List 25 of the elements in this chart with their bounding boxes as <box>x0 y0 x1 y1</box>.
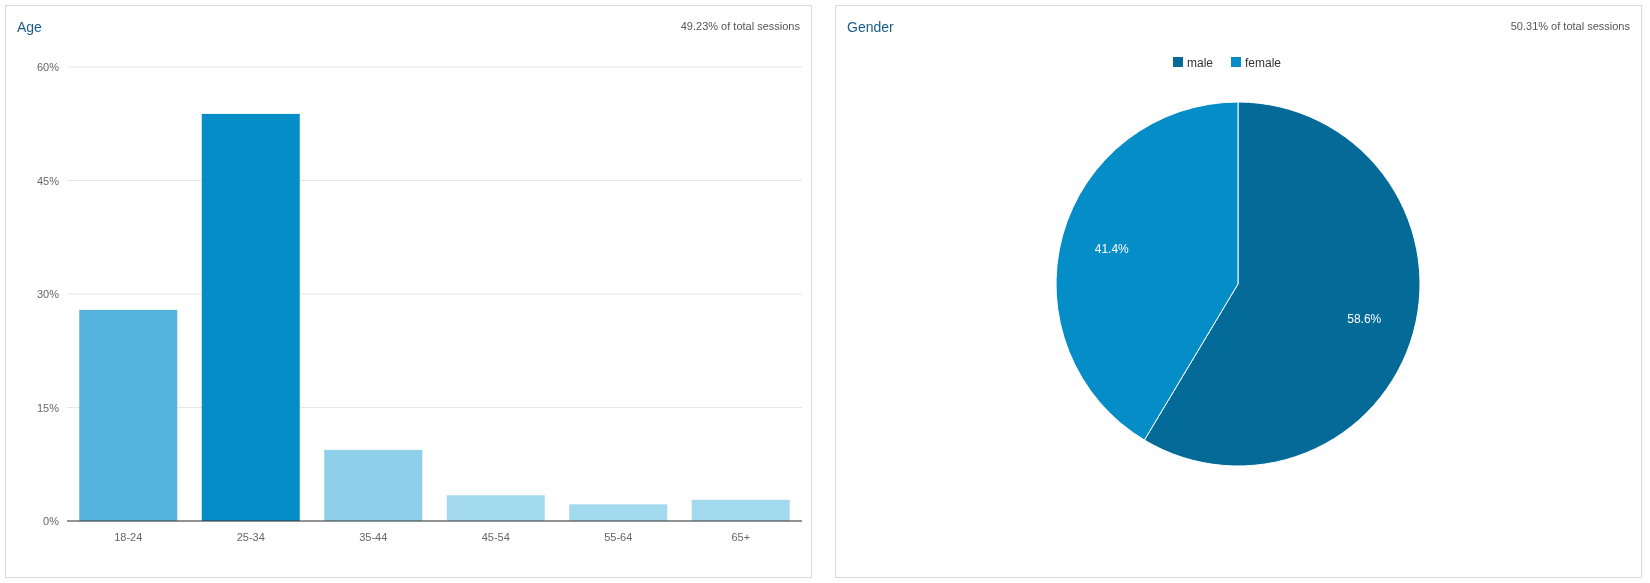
bar <box>201 113 300 521</box>
x-tick-label: 45-54 <box>481 531 510 543</box>
x-tick-label: 55-64 <box>604 531 633 543</box>
x-tick-label: 18-24 <box>114 531 143 543</box>
y-tick-label: 45% <box>36 174 60 187</box>
y-tick-label: 0% <box>43 515 60 527</box>
chart-title: Age <box>17 19 43 35</box>
text: 50.31% of total sessions <box>1510 20 1631 32</box>
bar <box>79 309 178 521</box>
text: Gender <box>847 19 895 35</box>
data-label: 41.4% <box>1094 242 1130 257</box>
x-tick-label: 65+ <box>731 531 751 543</box>
bar <box>569 504 668 521</box>
bar <box>324 449 423 521</box>
y-tick-label: 15% <box>36 401 60 414</box>
x-tick-label: 35-44 <box>359 531 388 543</box>
y-tick-label: 60% <box>36 61 60 73</box>
bar <box>446 495 545 521</box>
legend-label: male <box>1187 56 1214 70</box>
data-label: 58.6% <box>1347 311 1382 326</box>
y-tick-label: 30% <box>36 288 60 300</box>
chart-subtitle: 49.23% of total sessions <box>680 20 801 32</box>
x-tick-label: 25-34 <box>236 531 265 543</box>
bar <box>691 499 790 521</box>
legend-label: female <box>1245 56 1282 70</box>
